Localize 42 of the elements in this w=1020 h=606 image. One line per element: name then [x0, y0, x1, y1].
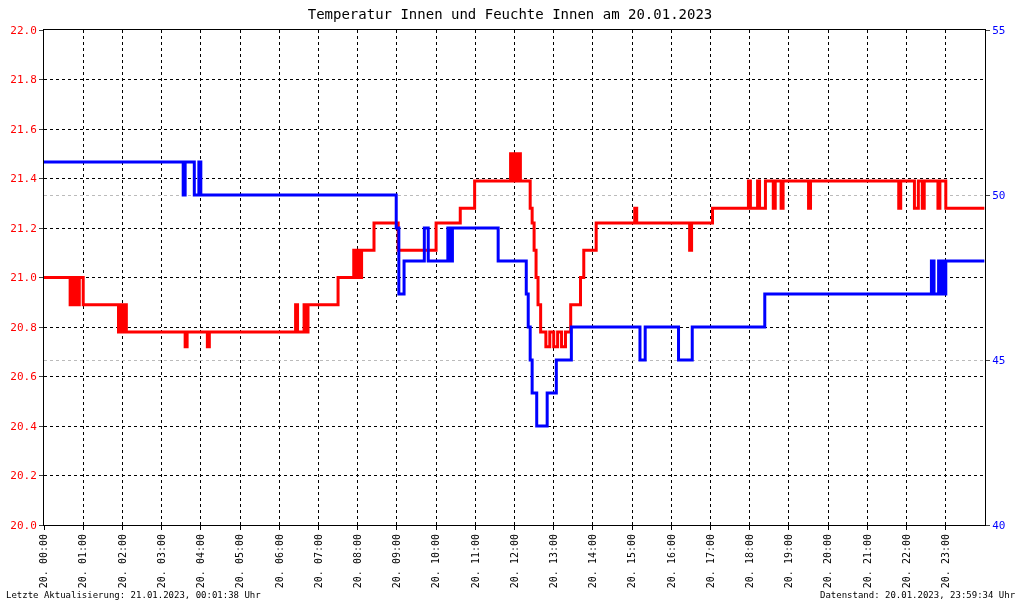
x-tick-label: 20. 23:00 [940, 534, 952, 589]
y-tick-label: 20.6 [10, 370, 37, 384]
y-tick-label: 20.0 [10, 518, 37, 532]
x-tick-label: 20. 21:00 [861, 534, 873, 589]
y2-tick-label: 50 [992, 188, 1006, 202]
x-tick-label: 20. 13:00 [547, 534, 559, 589]
chart-title: Temperatur Innen und Feuchte Innen am 20.01.2023 [307, 5, 713, 22]
x-tick-label: 20. 16:00 [665, 534, 677, 589]
y-tick-label: 21.0 [10, 271, 37, 285]
x-tick-label: 20. 12:00 [508, 534, 520, 589]
x-tick-label: 20. 22:00 [900, 534, 912, 589]
y-tick-label: 20.2 [10, 469, 37, 483]
y-tick-label: 20.8 [10, 320, 37, 334]
y-tick-label: 20.4 [10, 419, 38, 433]
x-tick-label: 20. 19:00 [783, 534, 795, 589]
y2-tick-label: 55 [992, 23, 1006, 37]
y-tick-label: 21.6 [10, 122, 37, 136]
x-tick-label: 20. 04:00 [195, 534, 207, 589]
x-tick-label: 20. 00:00 [38, 534, 50, 589]
x-tick-label: 20. 06:00 [273, 534, 285, 589]
x-tick-label: 20. 07:00 [312, 534, 324, 589]
x-tick-label: 20. 03:00 [155, 534, 167, 589]
x-tick-label: 20. 17:00 [704, 534, 716, 589]
x-tick-label: 20. 01:00 [77, 534, 89, 589]
x-tick-label: 20. 08:00 [351, 534, 363, 589]
text: Letzte Aktualisierung: 21.01.2023, 00:01:38 Uhr [6, 590, 262, 600]
x-tick-label: 20. 05:00 [234, 534, 246, 589]
y-tick-label: 21.4 [10, 172, 38, 186]
x-tick-label: 20. 20:00 [822, 534, 834, 589]
x-tick-label: 20. 11:00 [469, 534, 481, 589]
y-tick-label: 21.8 [10, 73, 37, 87]
x-tick-label: 20. 10:00 [430, 534, 442, 589]
text: Datenstand: 20.01.2023, 23:59:34 Uhr [820, 590, 1016, 600]
x-tick-label: 20. 18:00 [744, 534, 755, 589]
y2-tick-label: 45 [992, 353, 1006, 367]
x-tick-label: 20. 14:00 [587, 534, 599, 589]
y-tick-label: 21.2 [10, 221, 37, 235]
x-tick-label: 20. 09:00 [391, 534, 403, 589]
x-tick-label: 20. 02:00 [116, 534, 128, 589]
y-tick-label: 22.0 [10, 23, 37, 37]
x-tick-label: 20. 15:00 [626, 534, 638, 589]
y2-tick-label: 40 [992, 518, 1006, 532]
